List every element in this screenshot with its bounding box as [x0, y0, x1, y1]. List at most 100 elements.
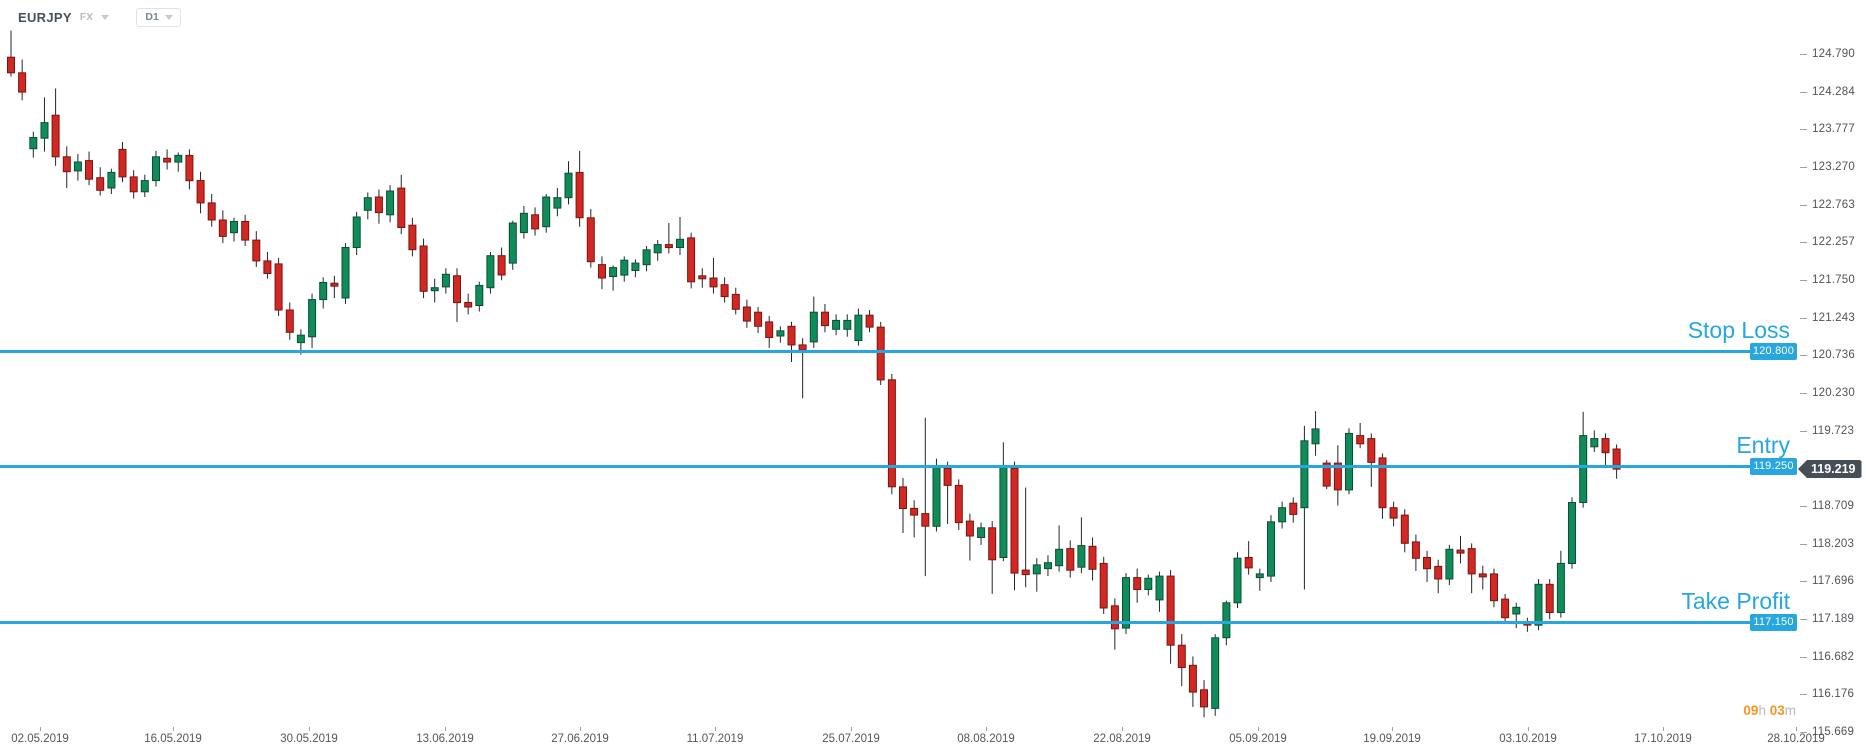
candle-up	[1155, 575, 1164, 601]
candle-down	[598, 264, 606, 279]
candle-up	[999, 466, 1008, 558]
candle-down	[531, 214, 540, 230]
time-tick-mark	[40, 727, 41, 731]
price-tick-mark	[1800, 693, 1807, 695]
price-tick-mark	[1800, 166, 1807, 168]
candle-down	[1166, 575, 1175, 646]
time-axis-label: 03.10.2019	[1499, 733, 1557, 745]
candle-up	[776, 330, 785, 337]
candle-up	[363, 197, 372, 211]
time-axis-label: 16.05.2019	[144, 733, 202, 745]
candle-down	[1612, 448, 1621, 470]
price-tick-mark	[1800, 53, 1807, 55]
candle-down	[1021, 569, 1030, 576]
candle-up	[564, 172, 573, 199]
time-tick-mark	[580, 727, 581, 731]
candle-down	[1501, 598, 1510, 619]
stop-loss-label: Stop Loss	[1687, 317, 1790, 343]
candle-down	[1434, 565, 1443, 580]
candle-up	[1512, 606, 1521, 615]
time-axis-label: 13.06.2019	[416, 733, 474, 745]
price-axis-label: 123.270	[1800, 161, 1855, 173]
candle-up	[553, 197, 562, 209]
candle-up	[642, 249, 651, 266]
take-profit-line[interactable]	[0, 621, 1797, 624]
countdown-hours-unit: h	[1758, 703, 1766, 718]
time-axis-label: 17.10.2019	[1634, 733, 1692, 745]
candle-down	[754, 311, 763, 327]
candle-up	[1579, 435, 1588, 504]
candle-down	[575, 171, 584, 219]
price-tick-mark	[1800, 241, 1807, 243]
candle-up	[1144, 577, 1153, 590]
candle-up	[542, 196, 551, 228]
candle-down	[1099, 562, 1108, 609]
candle-down	[397, 187, 406, 229]
candle-up	[1044, 562, 1052, 570]
price-tick-mark	[1800, 392, 1807, 394]
timeframe-button[interactable]: D1	[136, 8, 181, 27]
take-profit-label: Take Profit	[1681, 588, 1790, 614]
stop-loss-line[interactable]	[0, 350, 1797, 353]
candle-down	[887, 379, 896, 488]
candle-down	[1545, 583, 1554, 613]
candle-down	[943, 467, 952, 486]
candle-down	[988, 527, 997, 561]
candle-up	[653, 244, 662, 254]
price-tick-mark	[1800, 279, 1807, 281]
candle-up	[386, 190, 395, 216]
candle-down	[698, 275, 707, 280]
candle-up	[40, 122, 49, 139]
candle-down	[453, 275, 461, 304]
price-tick-mark	[1800, 505, 1807, 507]
candle-up	[1345, 432, 1353, 491]
candle-down	[218, 219, 227, 237]
candle-down	[742, 306, 751, 322]
price-tick-mark	[1800, 731, 1807, 733]
candle-down	[910, 507, 919, 516]
candle-down	[408, 224, 417, 251]
candle-up	[430, 287, 439, 292]
take-profit-price-badge[interactable]: 117.150	[1750, 614, 1797, 631]
candle-down	[1010, 467, 1019, 574]
price-tick-mark	[1800, 128, 1807, 130]
candle-down	[274, 263, 283, 311]
candle-up	[1534, 583, 1543, 626]
time-tick-mark	[986, 727, 987, 731]
candle-down	[464, 302, 473, 308]
candle-down	[1110, 605, 1119, 630]
candle-down	[51, 114, 60, 158]
price-axis-label: 120.230	[1800, 387, 1855, 399]
time-axis-label: 27.06.2019	[551, 733, 609, 745]
price-axis-label: 118.709	[1800, 500, 1854, 512]
time-tick-mark	[1528, 727, 1529, 731]
candle-down	[1244, 557, 1253, 569]
candle-down	[1411, 541, 1420, 559]
price-axis-label: 117.189	[1800, 613, 1854, 625]
candle-down	[954, 484, 963, 524]
entry-price-badge[interactable]: 119.250	[1750, 458, 1797, 475]
candle-up	[843, 319, 852, 330]
price-axis-label: 122.257	[1800, 236, 1855, 248]
candle-down	[1367, 438, 1376, 463]
candle-down	[1066, 548, 1075, 571]
bar-close-countdown: 09h 03m	[1743, 703, 1796, 718]
candle-up	[352, 216, 361, 248]
candle-down	[185, 154, 194, 182]
market-label: FX	[79, 12, 94, 23]
entry-line[interactable]	[0, 465, 1797, 468]
candle-down	[1467, 548, 1476, 575]
candle-up	[1055, 548, 1064, 567]
stop-loss-price-badge[interactable]: 120.800	[1750, 343, 1797, 360]
time-axis-label: 19.09.2019	[1363, 733, 1421, 745]
candle-down	[1400, 514, 1409, 544]
time-tick-mark	[715, 727, 716, 731]
candle-up	[296, 334, 305, 344]
candle-up	[676, 238, 684, 249]
time-tick-mark	[1122, 727, 1123, 731]
candle-up	[1211, 637, 1220, 709]
candle-down	[876, 326, 885, 381]
candle-down	[1490, 573, 1498, 602]
symbol-button[interactable]: EURJPY FX	[18, 10, 110, 25]
